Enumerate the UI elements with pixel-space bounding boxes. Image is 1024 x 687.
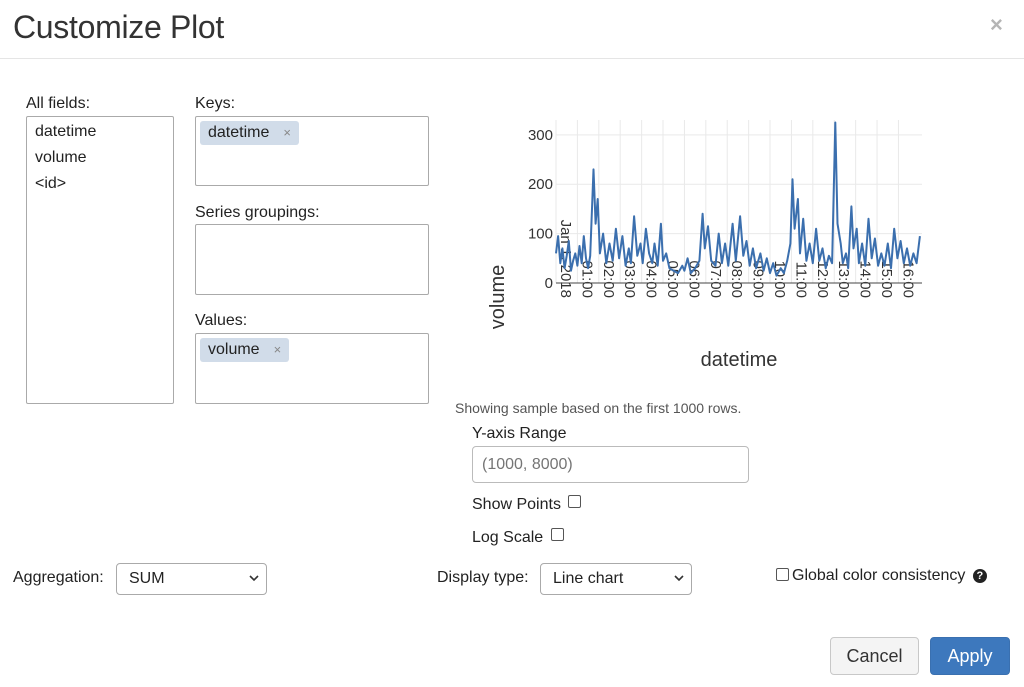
aggregation-select[interactable]: SUM (116, 563, 267, 595)
field-item-datetime[interactable]: datetime (35, 123, 97, 140)
close-icon[interactable]: × (990, 12, 1003, 37)
show-points-checkbox[interactable] (568, 495, 582, 508)
keys-dropzone[interactable]: datetime × (195, 116, 429, 186)
keys-label: Keys: (195, 95, 236, 112)
chart-grid (555, 120, 922, 284)
y-axis-range-label: Y-axis Range (472, 425, 567, 442)
key-chip-datetime[interactable]: datetime × (200, 121, 299, 145)
x-tick-label: 08:00 (728, 260, 745, 298)
remove-chip-icon[interactable]: × (283, 125, 291, 140)
chevron-down-icon (249, 575, 259, 582)
aggregation-selected: SUM (129, 570, 165, 587)
global-color-row: Global color consistency ? (776, 567, 987, 585)
log-scale-row: Log Scale (472, 528, 564, 547)
x-tick-label: 15:00 (878, 260, 895, 298)
field-item-volume[interactable]: volume (35, 149, 87, 166)
x-tick-label: 06:00 (685, 260, 702, 298)
value-chip-label: volume (208, 341, 260, 358)
header-divider (0, 58, 1024, 59)
x-tick-labels: Jan 1, 2018 01:00 02:00 03:00 04:00 05:00 06:0… (557, 220, 916, 298)
x-tick-label: 13:00 (835, 260, 852, 298)
y-tick-label: 300 (528, 127, 553, 144)
log-scale-label: Log Scale (472, 529, 544, 546)
x-tick-label: 09:00 (750, 260, 767, 298)
key-chip-label: datetime (208, 124, 270, 141)
x-tick-label: 11:00 (792, 262, 809, 298)
all-fields-list[interactable]: datetime volume <id> (26, 116, 174, 404)
aggregation-label: Aggregation: (13, 569, 104, 586)
series-line-volume (555, 121, 921, 277)
global-color-checkbox[interactable] (776, 568, 789, 581)
show-points-label: Show Points (472, 496, 561, 513)
x-tick-label: 04:00 (643, 260, 660, 298)
all-fields-label: All fields: (26, 95, 91, 112)
display-type-selected: Line chart (553, 570, 624, 587)
y-axis-range-input[interactable] (472, 446, 749, 483)
y-tick-label: 0 (545, 275, 553, 292)
x-tick-label: 07:00 (707, 260, 724, 298)
y-tick-labels: 0 100 200 300 (528, 127, 553, 292)
log-scale-checkbox[interactable] (550, 528, 564, 541)
show-points-row: Show Points (472, 495, 582, 514)
y-tick-label: 200 (528, 176, 553, 193)
x-axis-title: datetime (701, 349, 778, 371)
x-tick-label: 02:00 (600, 260, 617, 298)
values-label: Values: (195, 312, 248, 329)
values-dropzone[interactable]: volume × (195, 333, 429, 404)
remove-chip-icon[interactable]: × (273, 342, 282, 357)
series-groupings-dropzone[interactable] (195, 224, 429, 295)
global-color-label: Global color consistency (792, 567, 966, 584)
series-groupings-label: Series groupings: (195, 204, 320, 221)
field-item-id[interactable]: <id> (35, 175, 67, 192)
value-chip-volume[interactable]: volume × (200, 338, 290, 362)
display-type-select[interactable]: Line chart (540, 563, 692, 595)
display-type-label: Display type: (437, 569, 529, 586)
x-tick-label: 16:00 (899, 260, 916, 298)
chevron-down-icon (674, 575, 684, 582)
x-tick-label: 03:00 (621, 260, 638, 298)
y-axis-title: volume (487, 265, 509, 329)
y-tick-label: 100 (528, 226, 553, 243)
x-tick-label: 05:00 (664, 260, 681, 298)
dialog-title: Customize Plot (13, 9, 224, 45)
question-circle-icon[interactable]: ? (972, 569, 987, 583)
x-tick-label: 01:00 (578, 260, 595, 298)
cancel-button[interactable]: Cancel (830, 637, 919, 675)
x-tick-label: 12:00 (814, 260, 831, 298)
apply-button[interactable]: Apply (930, 637, 1010, 675)
sample-note: Showing sample based on the first 1000 r… (455, 400, 742, 416)
x-tick-label: 14:00 (857, 260, 874, 298)
